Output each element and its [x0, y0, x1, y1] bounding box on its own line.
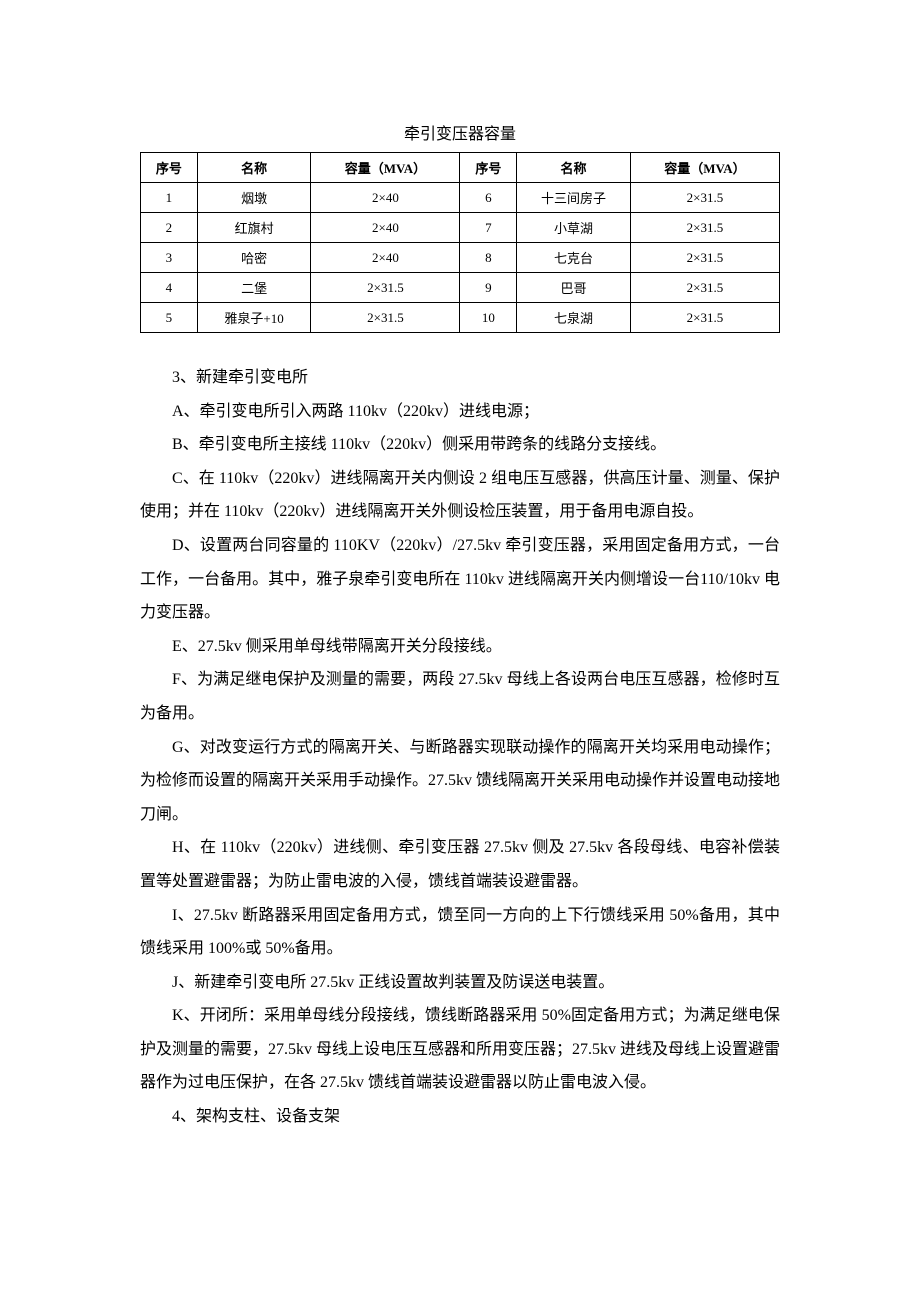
paragraph: A、牵引变电所引入两路 110kv（220kv）进线电源；	[140, 395, 780, 429]
table-cell: 9	[460, 273, 517, 303]
table-cell: 巴哥	[517, 273, 631, 303]
table-row: 1烟墩2×406十三间房子2×31.5	[141, 183, 780, 213]
table-row: 2红旗村2×407小草湖2×31.5	[141, 213, 780, 243]
table-row: 4二堡2×31.59巴哥2×31.5	[141, 273, 780, 303]
table-cell: 十三间房子	[517, 183, 631, 213]
table-cell: 2×40	[311, 243, 460, 273]
paragraph: 3、新建牵引变电所	[140, 361, 780, 395]
table-row: 5雅泉子+102×31.510七泉湖2×31.5	[141, 303, 780, 333]
table-cell: 7	[460, 213, 517, 243]
table-cell: 2×40	[311, 183, 460, 213]
table-cell: 2	[141, 213, 198, 243]
capacity-table: 序号 名称 容量（MVA） 序号 名称 容量（MVA） 1烟墩2×406十三间房…	[140, 152, 780, 333]
table-cell: 2×31.5	[630, 273, 779, 303]
table-cell: 2×31.5	[630, 183, 779, 213]
header-name2: 名称	[517, 153, 631, 183]
paragraph: I、27.5kv 断路器采用固定备用方式，馈至同一方向的上下行馈线采用 50%备…	[140, 899, 780, 966]
table-cell: 七克台	[517, 243, 631, 273]
paragraph: K、开闭所：采用单母线分段接线，馈线断路器采用 50%固定备用方式；为满足继电保…	[140, 999, 780, 1100]
paragraph: J、新建牵引变电所 27.5kv 正线设置故判装置及防误送电装置。	[140, 966, 780, 1000]
paragraph: E、27.5kv 侧采用单母线带隔离开关分段接线。	[140, 630, 780, 664]
paragraph: 4、架构支柱、设备支架	[140, 1100, 780, 1134]
table-cell: 10	[460, 303, 517, 333]
paragraph: H、在 110kv（220kv）进线侧、牵引变压器 27.5kv 侧及 27.5…	[140, 831, 780, 898]
table-cell: 6	[460, 183, 517, 213]
table-cell: 3	[141, 243, 198, 273]
header-cap2: 容量（MVA）	[630, 153, 779, 183]
table-cell: 七泉湖	[517, 303, 631, 333]
table-cell: 1	[141, 183, 198, 213]
table-cell: 小草湖	[517, 213, 631, 243]
paragraph: B、牵引变电所主接线 110kv（220kv）侧采用带跨条的线路分支接线。	[140, 428, 780, 462]
table-cell: 2×40	[311, 213, 460, 243]
header-seq2: 序号	[460, 153, 517, 183]
table-cell: 2×31.5	[630, 213, 779, 243]
document-body: 3、新建牵引变电所A、牵引变电所引入两路 110kv（220kv）进线电源；B、…	[140, 361, 780, 1134]
table-cell: 烟墩	[197, 183, 311, 213]
table-cell: 5	[141, 303, 198, 333]
table-cell: 4	[141, 273, 198, 303]
paragraph: D、设置两台同容量的 110KV（220kv）/27.5kv 牵引变压器，采用固…	[140, 529, 780, 630]
table-cell: 二堡	[197, 273, 311, 303]
header-cap1: 容量（MVA）	[311, 153, 460, 183]
table-header-row: 序号 名称 容量（MVA） 序号 名称 容量（MVA）	[141, 153, 780, 183]
table-row: 3哈密2×408七克台2×31.5	[141, 243, 780, 273]
table-cell: 雅泉子+10	[197, 303, 311, 333]
header-name1: 名称	[197, 153, 311, 183]
table-cell: 8	[460, 243, 517, 273]
table-cell: 2×31.5	[630, 243, 779, 273]
table-cell: 2×31.5	[311, 273, 460, 303]
table-cell: 2×31.5	[630, 303, 779, 333]
table-title: 牵引变压器容量	[140, 120, 780, 144]
paragraph: G、对改变运行方式的隔离开关、与断路器实现联动操作的隔离开关均采用电动操作；为检…	[140, 731, 780, 832]
header-seq1: 序号	[141, 153, 198, 183]
table-cell: 2×31.5	[311, 303, 460, 333]
paragraph: F、为满足继电保护及测量的需要，两段 27.5kv 母线上各设两台电压互感器，检…	[140, 663, 780, 730]
table-cell: 哈密	[197, 243, 311, 273]
paragraph: C、在 110kv（220kv）进线隔离开关内侧设 2 组电压互感器，供高压计量…	[140, 462, 780, 529]
table-cell: 红旗村	[197, 213, 311, 243]
